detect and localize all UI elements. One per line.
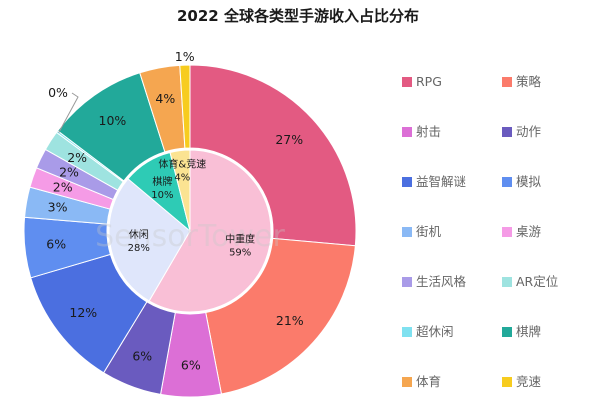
outer-label-12: 4% [155,91,175,106]
legend-label: 动作 [516,124,542,139]
outer-label-6: 3% [48,200,68,215]
outer-label-13: 1% [175,49,195,64]
inner-label-value-3: 4% [174,172,190,183]
legend-item-12: 体育 [402,374,441,389]
legend-label: 益智解谜 [416,174,467,189]
legend-swatch [502,177,512,187]
legend-item-9: AR定位 [502,274,558,289]
legend-swatch [402,177,412,187]
legend-label: RPG [416,74,442,89]
legend-swatch [502,277,512,287]
inner-label-value-1: 28% [128,243,150,254]
legend-item-13: 竞速 [502,374,542,389]
legend-label: 桌游 [516,224,542,239]
legend-swatch [502,377,512,387]
legend-item-7: 桌游 [502,224,542,239]
outer-label-4: 12% [69,305,97,320]
outer-label-8: 2% [59,164,79,179]
inner-label-value-0: 59% [229,248,251,259]
legend-item-4: 益智解谜 [402,174,467,189]
legend-label: 生活风格 [416,274,467,289]
legend-swatch [502,327,512,337]
legend-swatch [402,77,412,87]
legend-label: 模拟 [516,174,542,189]
legend-swatch [502,127,512,137]
outer-slice-0 [189,64,357,247]
inner-label-value-2: 10% [151,190,173,201]
legend-item-1: 策略 [502,74,542,89]
legend-item-3: 动作 [502,124,542,139]
leader-line [58,92,79,133]
inner-slice-0 [148,149,272,313]
legend-swatch [502,77,512,87]
inner-slice-1 [108,178,191,302]
legend-label: 街机 [416,224,442,239]
outer-ring [23,64,357,398]
legend-label: 体育 [416,374,441,389]
legend-label: 棋牌 [516,324,541,339]
legend-item-5: 模拟 [502,174,542,189]
legend-item-6: 街机 [402,224,442,239]
legend-item-8: 生活风格 [402,274,467,289]
legend-swatch [402,327,412,337]
outer-label-10: 0% [48,85,68,100]
inner-label-name-3: 体育&竞速 [158,157,206,170]
legend-item-0: RPG [402,74,442,89]
outer-labels: 27%21%6%6%12%6%3%2%2%2%0%10%4%1% [46,49,304,372]
outer-label-9: 2% [67,150,87,165]
legend-item-11: 棋牌 [502,324,541,339]
legend-swatch [402,277,412,287]
legend-swatch [402,377,412,387]
outer-label-7: 2% [53,180,73,195]
outer-label-2: 6% [181,357,201,372]
legend-label: 策略 [516,74,542,89]
legend-swatch [502,227,512,237]
outer-label-3: 6% [132,349,152,364]
inner-ring [108,149,272,313]
legend-item-10: 超休闲 [402,324,454,339]
legend-item-2: 射击 [402,124,441,139]
outer-label-11: 10% [99,113,127,128]
inner-label-name-0: 中重度 [225,233,255,246]
legend-swatch [402,227,412,237]
inner-label-name-2: 棋牌 [152,175,172,188]
outer-label-1: 21% [276,313,304,328]
inner-labels: 中重度 59% 休闲 28% 棋牌 10% 体育&竞速 4% [128,157,256,258]
legend-label: 射击 [416,124,441,139]
outer-slice-1 [205,237,356,395]
legend-swatch [402,127,412,137]
watermark: SensorTower [95,219,285,254]
legend-label: 竞速 [516,374,542,389]
chart-title: 2022 全球各类型手游收入占比分布 [177,7,419,25]
inner-slice-3 [169,149,191,232]
legend-label: AR定位 [516,274,558,289]
legend-label: 超休闲 [416,324,454,339]
outer-label-5: 6% [46,237,66,252]
outer-label-0: 27% [275,132,303,147]
inner-label-name-1: 休闲 [129,228,149,241]
outer-slice-13 [179,64,191,149]
